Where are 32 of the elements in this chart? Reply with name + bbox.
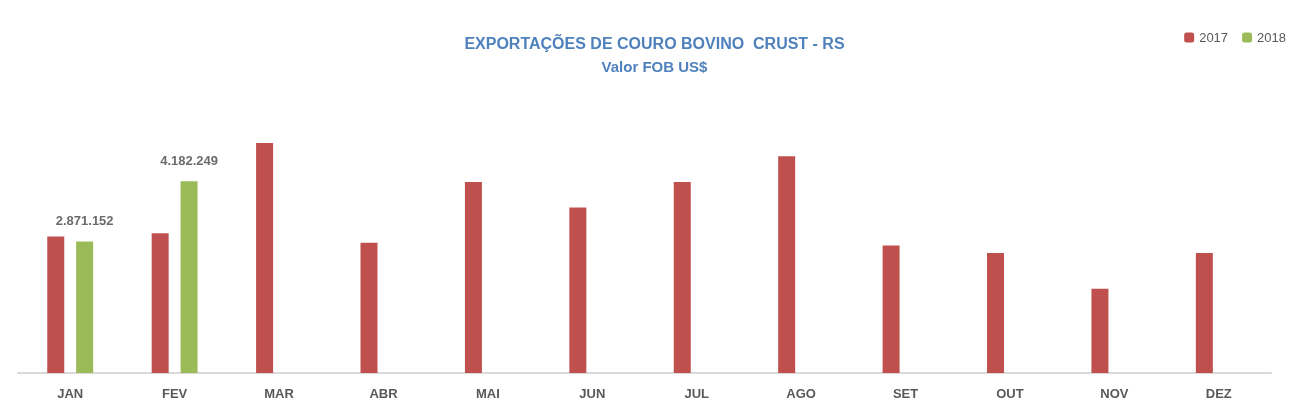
- chart-subtitle: Valor FOB US$: [601, 58, 709, 75]
- chart-title: EXPORTAÇÕES DE COURO BOVINO CRUST - RS: [464, 32, 845, 52]
- data-label: 2.871.152: [55, 213, 114, 229]
- bar: [569, 207, 587, 373]
- data-label: 4.182.249: [160, 153, 218, 169]
- legend-label: 2017: [1199, 30, 1229, 45]
- bar: [1091, 288, 1109, 373]
- x-tick-label: ABR: [369, 386, 399, 401]
- bar: [360, 242, 378, 373]
- x-tick-label: FEV: [161, 386, 188, 401]
- bar: [778, 156, 796, 373]
- bar: [987, 252, 1005, 373]
- x-tick-label: AGO: [786, 386, 816, 401]
- x-tick-label: JUN: [579, 386, 606, 401]
- x-tick-label: MAR: [264, 386, 295, 401]
- bar: [76, 241, 94, 373]
- x-tick-label: DEZ: [1205, 386, 1232, 401]
- x-tick-label: MAI: [475, 386, 500, 401]
- bar: [1195, 252, 1213, 373]
- bar: [47, 236, 65, 373]
- x-tick-label: JUL: [684, 386, 710, 401]
- bar: [882, 245, 900, 373]
- bar: [673, 181, 691, 373]
- bar: [464, 181, 482, 373]
- bar: [180, 181, 198, 373]
- x-tick-label: NOV: [1100, 386, 1129, 401]
- bar: [151, 233, 169, 373]
- legend-label: 2018: [1257, 30, 1286, 45]
- x-tick-label: OUT: [996, 386, 1024, 401]
- x-tick-label: SET: [892, 386, 919, 401]
- bar: [256, 142, 274, 373]
- x-tick-label: JAN: [57, 386, 84, 401]
